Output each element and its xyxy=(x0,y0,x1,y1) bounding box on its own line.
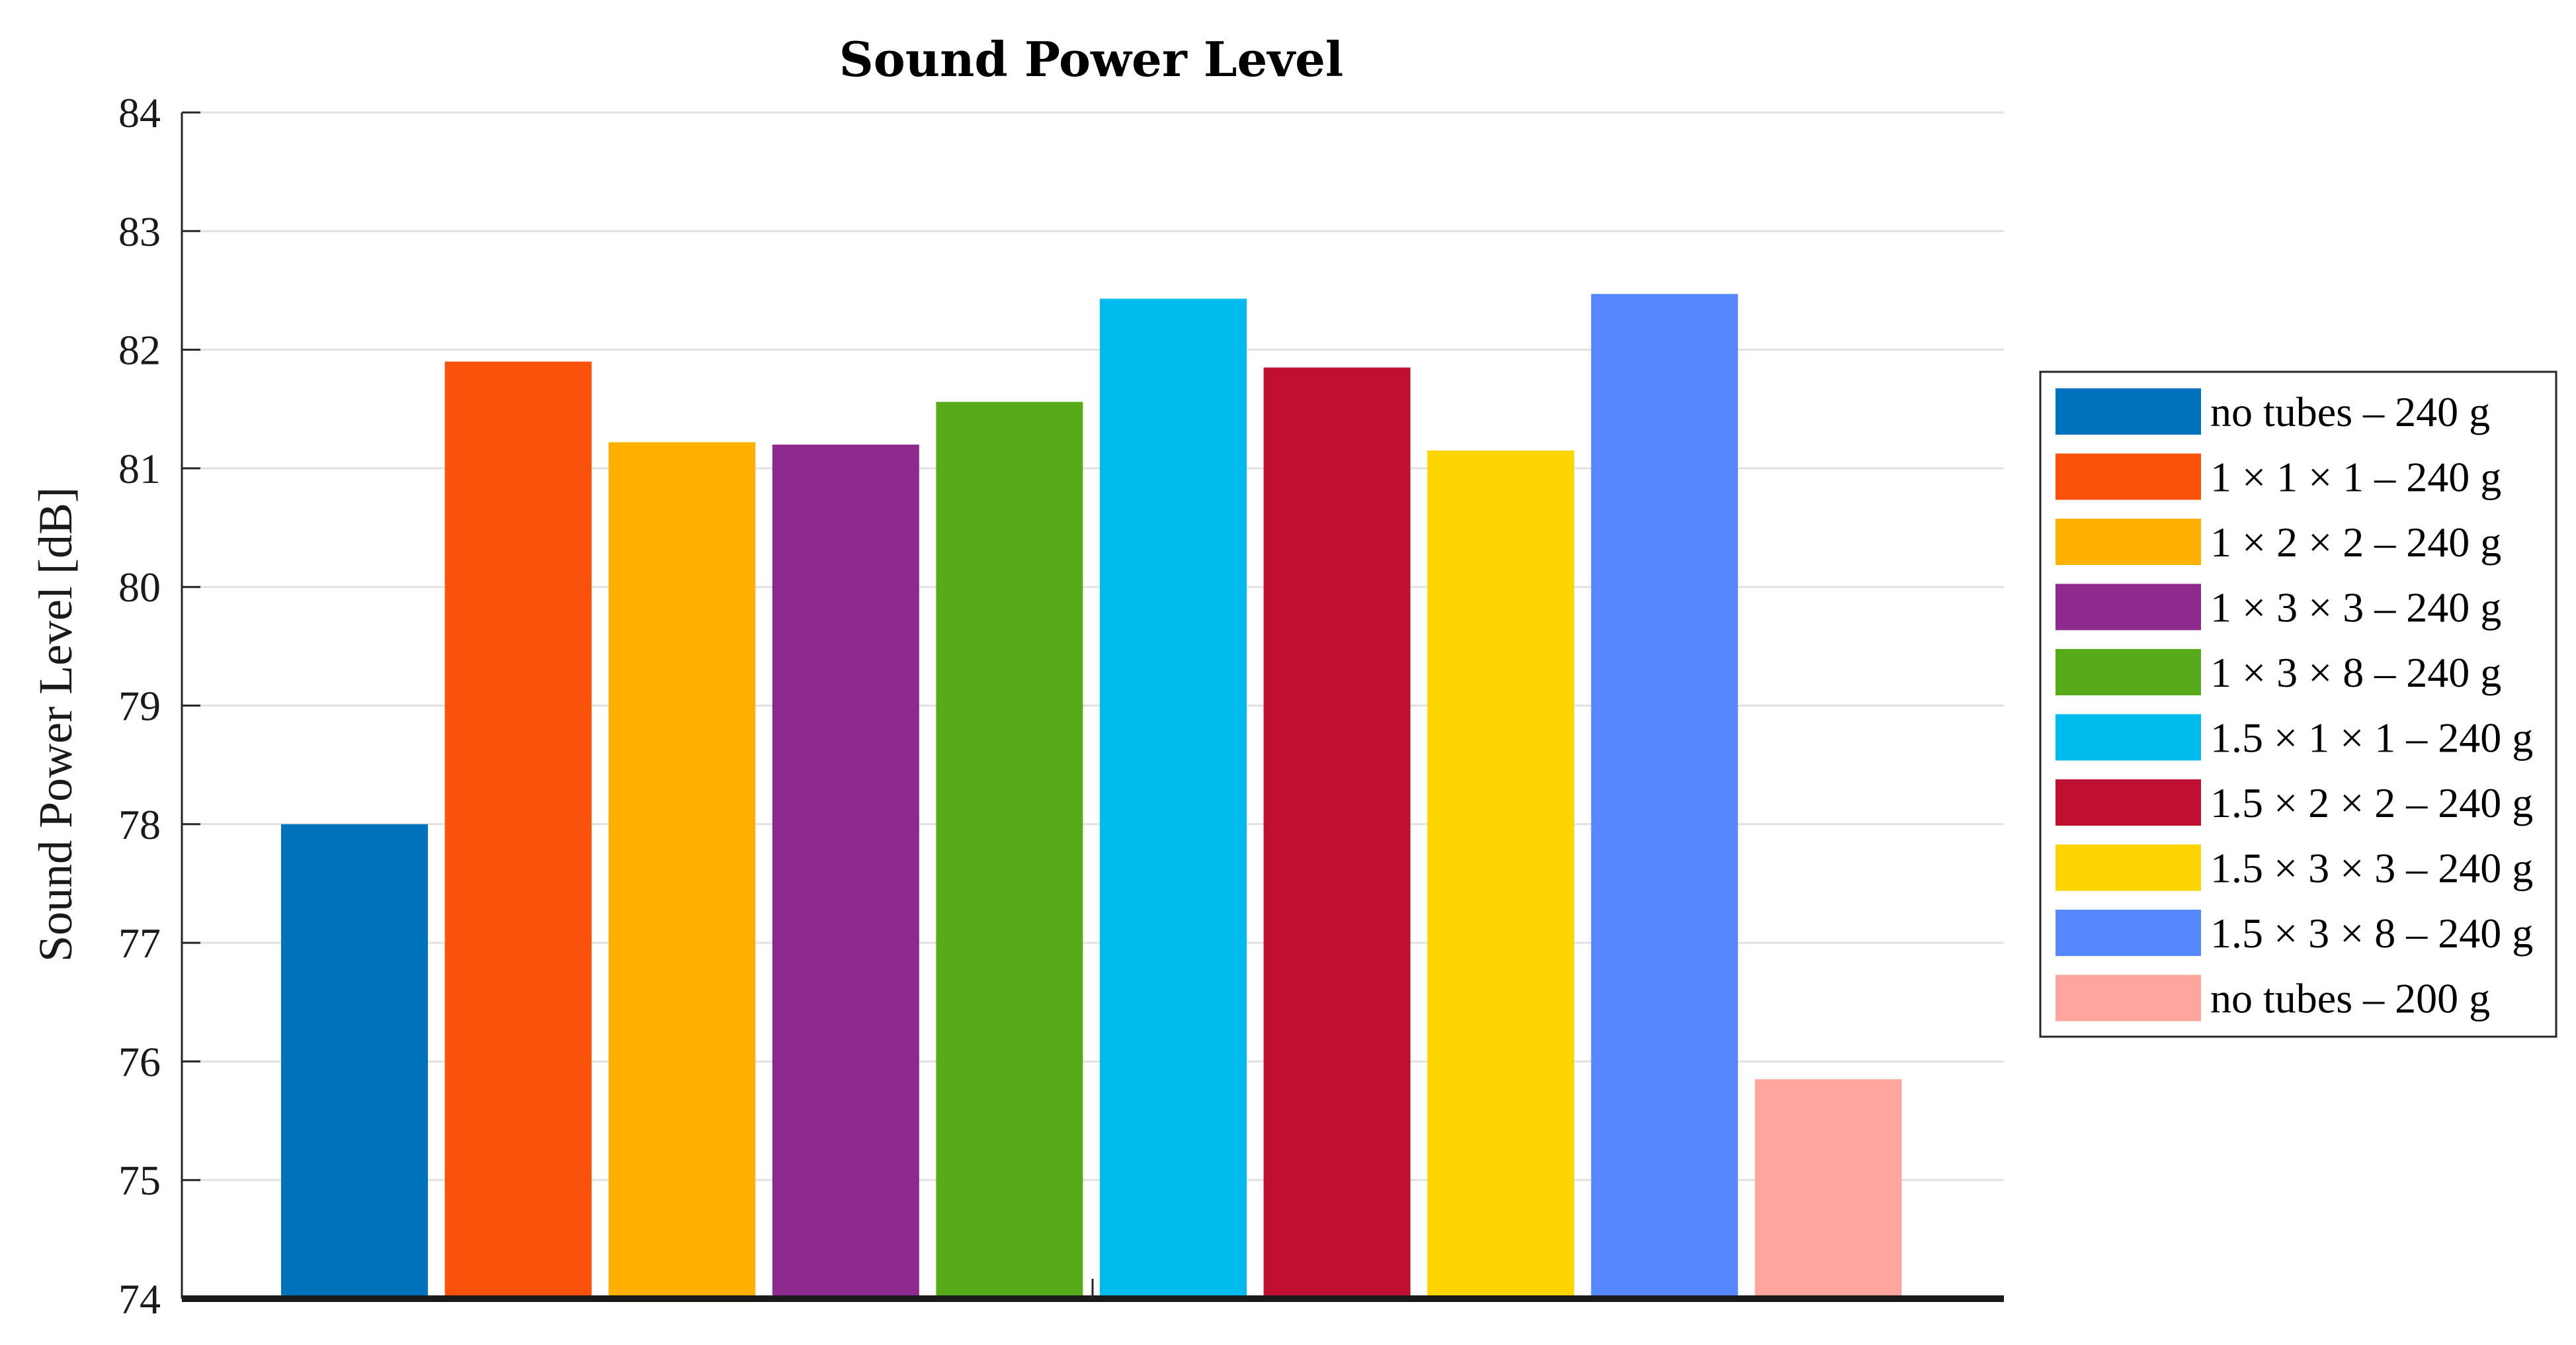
legend-entry: 1.5 × 3 × 8 – 240 g xyxy=(2210,910,2533,957)
legend-swatch xyxy=(2056,584,2201,630)
bar xyxy=(444,361,592,1299)
y-tick-label: 77 xyxy=(118,920,161,967)
legend-swatch xyxy=(2056,388,2201,435)
bar xyxy=(608,442,756,1299)
y-tick-label: 78 xyxy=(118,801,161,848)
chart-title: Sound Power Level xyxy=(839,31,1344,87)
legend-entry: 1.5 × 3 × 3 – 240 g xyxy=(2210,845,2533,892)
legend-swatch xyxy=(2056,519,2201,565)
legend-entry: no tubes – 200 g xyxy=(2210,975,2490,1022)
legend-entry: 1 × 1 × 1 – 240 g xyxy=(2210,454,2501,501)
bar xyxy=(1100,298,1247,1299)
y-tick-labels: 74 75 76 77 78 79 80 81 82 83 84 xyxy=(118,89,161,1323)
legend-entry: no tubes – 240 g xyxy=(2210,388,2490,435)
bar xyxy=(281,824,428,1299)
legend-entry: 1 × 3 × 8 – 240 g xyxy=(2210,649,2501,696)
bar xyxy=(1591,294,1738,1299)
y-tick-label: 80 xyxy=(118,564,161,611)
legend: no tubes – 240 g 1 × 1 × 1 – 240 g 1 × 2 ×… xyxy=(2039,370,2557,1038)
legend-swatch xyxy=(2056,844,2201,891)
y-axis-label: Sound Power Level [dB] xyxy=(29,487,82,962)
legend-swatch xyxy=(2056,779,2201,826)
legend-swatch xyxy=(2056,910,2201,956)
bar xyxy=(1755,1079,1902,1299)
y-tick-label: 75 xyxy=(118,1157,161,1204)
y-tick-label: 82 xyxy=(118,327,161,374)
y-tick-label: 81 xyxy=(118,445,161,492)
legend-entry: 1.5 × 1 × 1 – 240 g xyxy=(2210,715,2533,761)
y-tick-label: 79 xyxy=(118,683,161,730)
y-tick-label: 83 xyxy=(118,208,161,255)
bar xyxy=(1263,367,1411,1299)
bars xyxy=(281,294,1902,1299)
bar xyxy=(936,402,1083,1299)
legend-swatch xyxy=(2056,714,2201,761)
legend-swatch xyxy=(2056,975,2201,1021)
legend-entry: 1 × 2 × 2 – 240 g xyxy=(2210,519,2501,566)
axes xyxy=(181,112,2004,1302)
bar xyxy=(772,445,919,1299)
y-tick-label: 76 xyxy=(118,1038,161,1085)
legend-swatch xyxy=(2056,649,2201,695)
y-tick-label: 84 xyxy=(118,89,161,136)
legend-swatch xyxy=(2056,453,2201,500)
legend-entry: 1 × 3 × 3 – 240 g xyxy=(2210,584,2501,631)
y-tick-label: 74 xyxy=(118,1276,161,1323)
bar xyxy=(1427,451,1575,1299)
legend-entry: 1.5 × 2 × 2 – 240 g xyxy=(2210,779,2533,826)
